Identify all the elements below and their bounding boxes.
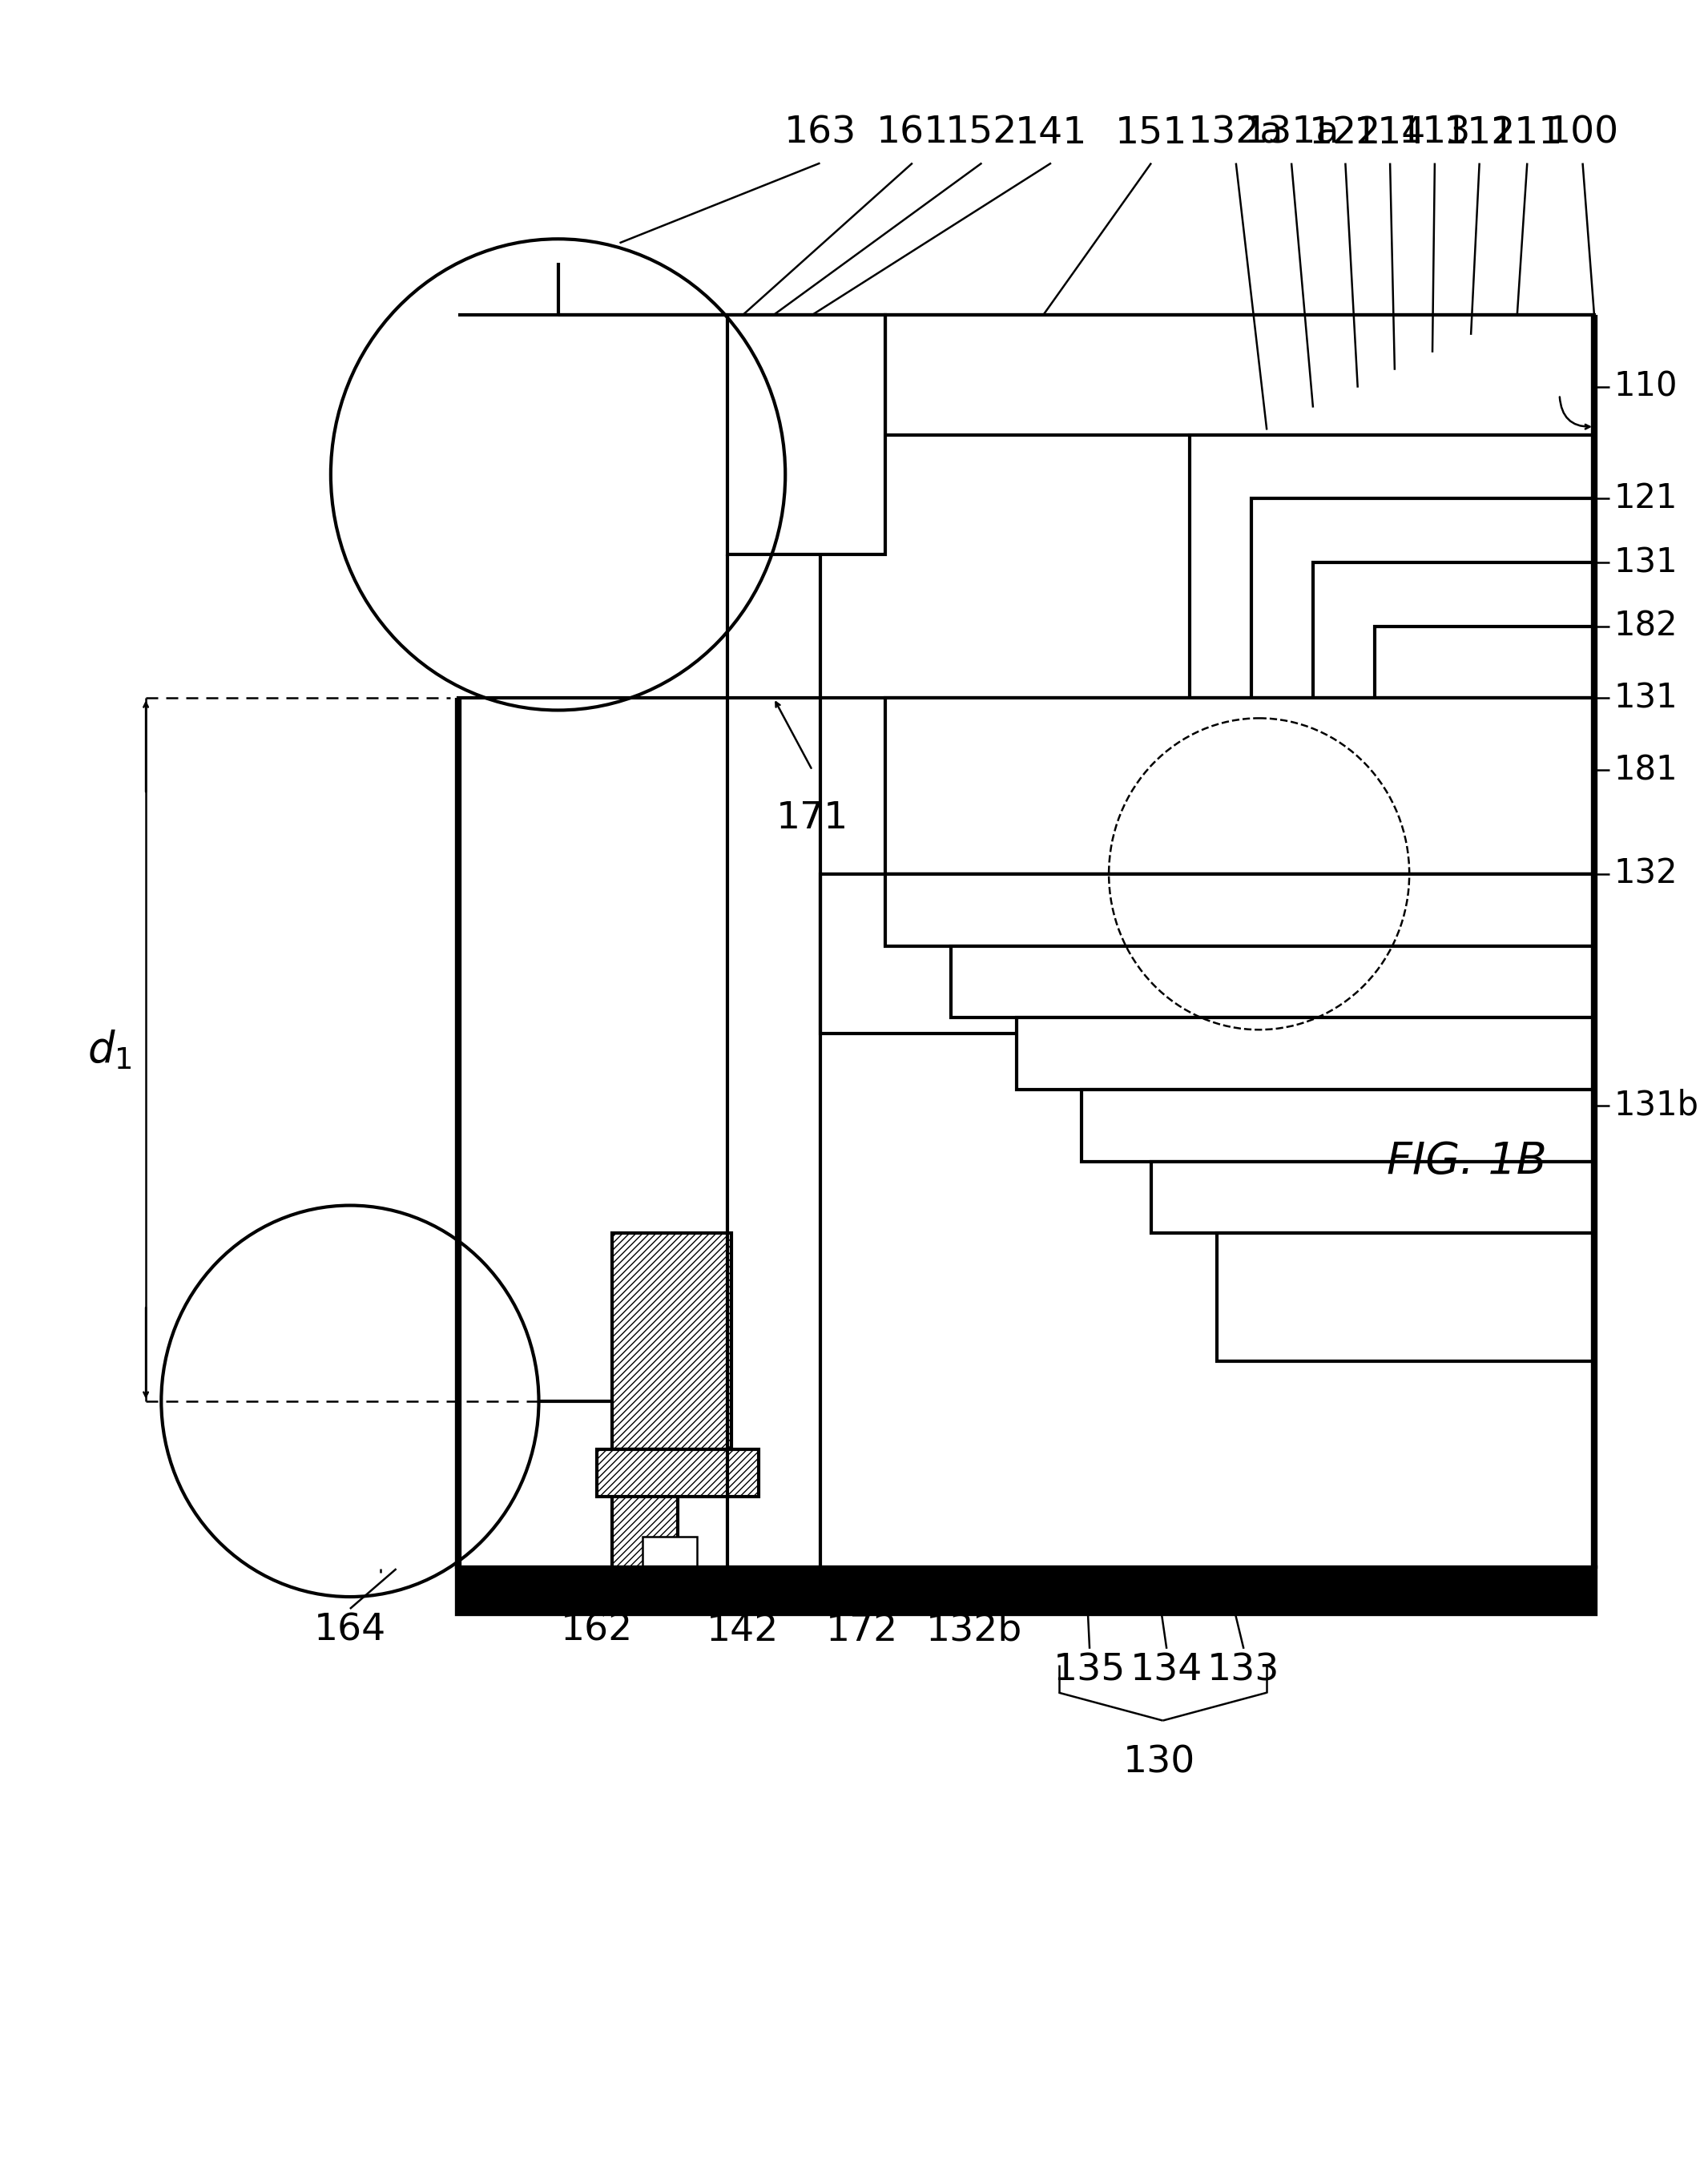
Bar (1313, 561, 1594, 1425)
Text: 113: 113 (1399, 115, 1471, 150)
Text: 164: 164 (314, 1612, 386, 1649)
Text: 132a: 132a (1189, 115, 1284, 150)
Text: 130: 130 (1122, 1745, 1196, 1780)
Text: 141: 141 (1015, 115, 1088, 150)
Text: 131b: 131b (1614, 1088, 1698, 1123)
Bar (458, 698, 1594, 1569)
Bar (1240, 431, 1594, 448)
Text: 132b: 132b (926, 1612, 1023, 1649)
Text: 181: 181 (1614, 753, 1677, 788)
Bar (885, 875, 1594, 947)
Bar (885, 698, 1594, 875)
Text: 121: 121 (1614, 481, 1677, 516)
Bar (1190, 435, 1594, 1297)
Bar (1375, 627, 1594, 1488)
Text: 131: 131 (1614, 546, 1677, 579)
Text: 135: 135 (1054, 1654, 1126, 1689)
Bar (1433, 335, 1594, 353)
Bar (1081, 1090, 1594, 1162)
Bar (458, 1569, 1594, 1612)
Bar (1252, 498, 1594, 1362)
Bar (728, 316, 885, 555)
Bar (1325, 387, 1594, 407)
Bar (1151, 1162, 1594, 1234)
Text: 161: 161 (876, 115, 948, 150)
Text: 163: 163 (784, 115, 856, 150)
Text: 122: 122 (1308, 115, 1382, 150)
Text: 131: 131 (1614, 681, 1677, 716)
Text: 112: 112 (1443, 115, 1515, 150)
Text: 134: 134 (1131, 1654, 1202, 1689)
Text: 133: 133 (1208, 1654, 1279, 1689)
Text: 111: 111 (1491, 115, 1563, 150)
Bar (1216, 1234, 1594, 1362)
Bar (951, 947, 1594, 1018)
Text: 172: 172 (827, 1612, 898, 1649)
Text: 100: 100 (1546, 115, 1619, 150)
Bar (1283, 407, 1594, 431)
Text: 152: 152 (946, 115, 1018, 150)
Bar (885, 316, 1594, 435)
Bar (1467, 316, 1594, 335)
Bar (1361, 370, 1594, 387)
Text: 171: 171 (775, 801, 849, 836)
Text: $d_1$: $d_1$ (87, 1027, 132, 1071)
Text: 132: 132 (1614, 857, 1677, 890)
Bar (642, 1536, 697, 1569)
Text: 151: 151 (1115, 115, 1187, 150)
Bar (611, 1449, 678, 1569)
Bar (1397, 353, 1594, 370)
Bar (611, 1234, 731, 1449)
Bar (1016, 1018, 1594, 1090)
Text: 110: 110 (1614, 370, 1677, 403)
Text: 162: 162 (560, 1612, 632, 1649)
Text: 182: 182 (1614, 609, 1677, 644)
Text: 114: 114 (1354, 115, 1426, 150)
Text: 131a: 131a (1243, 115, 1339, 150)
Bar (820, 875, 1594, 1034)
Text: 142: 142 (707, 1612, 779, 1649)
Bar (596, 1449, 758, 1497)
Text: FIG. 1B: FIG. 1B (1387, 1140, 1547, 1184)
